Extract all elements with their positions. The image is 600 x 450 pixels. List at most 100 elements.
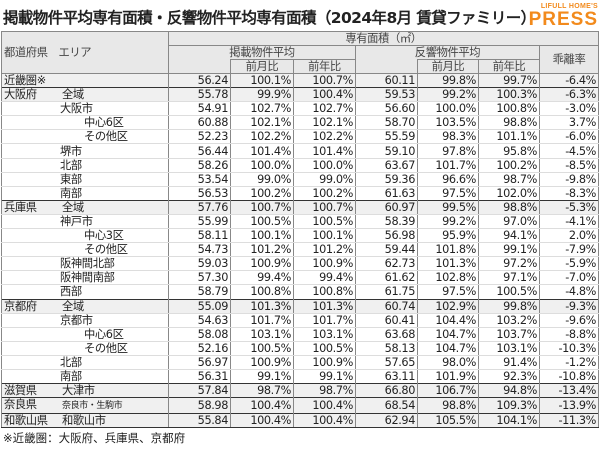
table-row: その他区 54.73 101.2% 101.2% 59.44 101.8% 99.1% -7.…	[1, 242, 600, 258]
listed-yoy-cell: 100.8%	[293, 284, 356, 299]
header-region: 都道府県 エリア	[1, 31, 169, 74]
listed-yoy-cell: 103.1%	[293, 327, 356, 342]
listed-yoy-cell: 100.4%	[293, 397, 356, 414]
listed-mom-cell: 100.5%	[230, 214, 294, 230]
gap-rate-cell: -7.0%	[538, 270, 600, 286]
area-label: 北部	[1, 355, 169, 370]
gap-rate-cell: -8.3%	[538, 186, 600, 201]
area-label: その他区	[1, 341, 169, 356]
response-yoy-cell: 95.8%	[478, 143, 540, 159]
listed-yoy-cell: 100.9%	[293, 355, 356, 370]
table-row: 南部 56.31 99.1% 99.1% 63.11 101.9% 92.3% -10.8%	[1, 369, 600, 384]
listed-mom-cell: 99.0%	[230, 172, 294, 187]
table-row: 阪神間南部 57.30 99.4% 99.4% 61.62 102.8% 97.1% -7.0…	[1, 270, 600, 286]
response-yoy-cell: 99.7%	[478, 72, 540, 88]
response-avg-cell: 61.62	[355, 270, 418, 286]
gap-rate-cell: -7.9%	[538, 242, 600, 258]
response-yoy-cell: 98.8%	[478, 199, 540, 215]
response-mom-cell: 99.2%	[417, 87, 479, 103]
gap-rate-cell: -10.8%	[538, 369, 600, 384]
region-cell: 大阪府 全域	[1, 87, 169, 103]
table-row: 東部 53.54 99.0% 99.0% 59.36 96.6% 98.7% -9.8%	[1, 172, 600, 187]
listed-mom-cell: 100.1%	[230, 72, 294, 88]
response-mom-cell: 97.5%	[417, 284, 479, 299]
gap-rate-cell: -9.8%	[538, 172, 600, 187]
prefecture-label: 兵庫県	[4, 200, 37, 214]
listed-avg-cell: 59.03	[168, 256, 231, 272]
gap-rate-cell: -11.3%	[538, 413, 600, 429]
response-yoy-cell: 99.1%	[478, 242, 540, 258]
listed-avg-cell: 56.53	[168, 186, 231, 201]
area-label: 大津市	[62, 384, 95, 398]
listed-avg-cell: 55.78	[168, 87, 231, 103]
response-mom-cell: 99.8%	[417, 72, 479, 88]
area-label: 西部	[1, 284, 169, 299]
listed-mom-cell: 100.4%	[230, 413, 294, 429]
response-yoy-cell: 100.8%	[478, 101, 540, 117]
table-row: 中心3区 58.11 100.1% 100.1% 56.98 95.9% 94.1% 2.0%	[1, 228, 600, 244]
response-avg-cell: 66.80	[355, 383, 418, 398]
response-mom-cell: 99.5%	[417, 199, 479, 215]
response-mom-cell: 95.9%	[417, 228, 479, 244]
header-listed-yoy: 前年比	[293, 59, 356, 74]
listed-avg-cell: 55.84	[168, 413, 231, 429]
area-label: その他区	[1, 242, 169, 258]
response-avg-cell: 59.44	[355, 242, 418, 258]
response-avg-cell: 59.53	[355, 87, 418, 103]
area-label: 全域	[62, 200, 84, 214]
response-yoy-cell: 100.3%	[478, 87, 540, 103]
response-avg-cell: 63.68	[355, 327, 418, 342]
listed-mom-cell: 101.3%	[230, 298, 294, 314]
listed-avg-cell: 58.26	[168, 158, 231, 173]
listed-yoy-cell: 100.5%	[293, 341, 356, 356]
response-avg-cell: 59.36	[355, 172, 418, 187]
listed-avg-cell: 53.54	[168, 172, 231, 187]
header-listed-blank	[168, 59, 231, 74]
listed-mom-cell: 100.1%	[230, 228, 294, 244]
table-row: 和歌山県 和歌山市 55.84 100.4% 100.4% 62.94 105.5% 104.…	[1, 413, 600, 429]
listed-mom-cell: 101.2%	[230, 242, 294, 258]
gap-rate-cell: -5.9%	[538, 256, 600, 272]
page-title: 掲載物件平均専有面積・反響物件平均専有面積（2024年8月 賃貸ファミリー）	[3, 9, 536, 27]
prefecture-label: 近畿圏※	[4, 74, 46, 88]
listed-yoy-cell: 100.2%	[293, 186, 356, 201]
table-row: 神戸市 55.99 100.5% 100.5% 58.39 99.2% 97.0% -4.1%	[1, 214, 600, 230]
response-avg-cell: 62.73	[355, 256, 418, 272]
gap-rate-cell: -8.5%	[538, 158, 600, 173]
listed-yoy-cell: 100.9%	[293, 256, 356, 272]
gap-rate-cell: 2.0%	[538, 228, 600, 244]
gap-rate-cell: -4.5%	[538, 143, 600, 159]
footnote: ※近畿圏：大阪府、兵庫県、京都府	[3, 431, 186, 445]
prefecture-label: 滋賀県	[4, 384, 37, 398]
listed-avg-cell: 52.16	[168, 341, 231, 356]
listed-mom-cell: 100.2%	[230, 186, 294, 201]
response-avg-cell: 60.41	[355, 313, 418, 328]
table-row: その他区 52.23 102.2% 102.2% 55.59 98.3% 101.1% -6.…	[1, 129, 600, 145]
area-label: 中心6区	[1, 115, 169, 131]
response-avg-cell: 60.11	[355, 72, 418, 88]
area-label: 北部	[1, 158, 169, 173]
table-row: 中心6区 58.08 103.1% 103.1% 63.68 104.7% 103.7% -8…	[1, 327, 600, 342]
area-label: 中心6区	[1, 327, 169, 342]
response-yoy-cell: 102.0%	[478, 186, 540, 201]
area-label: 和歌山市	[62, 414, 106, 428]
listed-mom-cell: 101.7%	[230, 313, 294, 328]
response-avg-cell: 58.70	[355, 115, 418, 131]
response-yoy-cell: 97.0%	[478, 214, 540, 230]
table-row: 西部 58.79 100.8% 100.8% 61.75 97.5% 100.5% -4.8%	[1, 284, 600, 299]
listed-avg-cell: 60.88	[168, 115, 231, 131]
area-label: 全域	[62, 88, 84, 102]
response-avg-cell: 61.75	[355, 284, 418, 299]
response-mom-cell: 101.9%	[417, 369, 479, 384]
listed-mom-cell: 99.4%	[230, 270, 294, 286]
response-mom-cell: 101.8%	[417, 242, 479, 258]
listed-avg-cell: 58.98	[168, 397, 231, 414]
listed-mom-cell: 99.1%	[230, 369, 294, 384]
prefecture-label: 京都府	[4, 299, 37, 313]
gap-rate-cell: -13.9%	[538, 397, 600, 414]
response-mom-cell: 101.7%	[417, 158, 479, 173]
response-avg-cell: 58.13	[355, 341, 418, 356]
listed-mom-cell: 98.7%	[230, 383, 294, 398]
logo-top-text: LIFULL HOME'S	[540, 3, 598, 10]
response-mom-cell: 98.3%	[417, 129, 479, 145]
